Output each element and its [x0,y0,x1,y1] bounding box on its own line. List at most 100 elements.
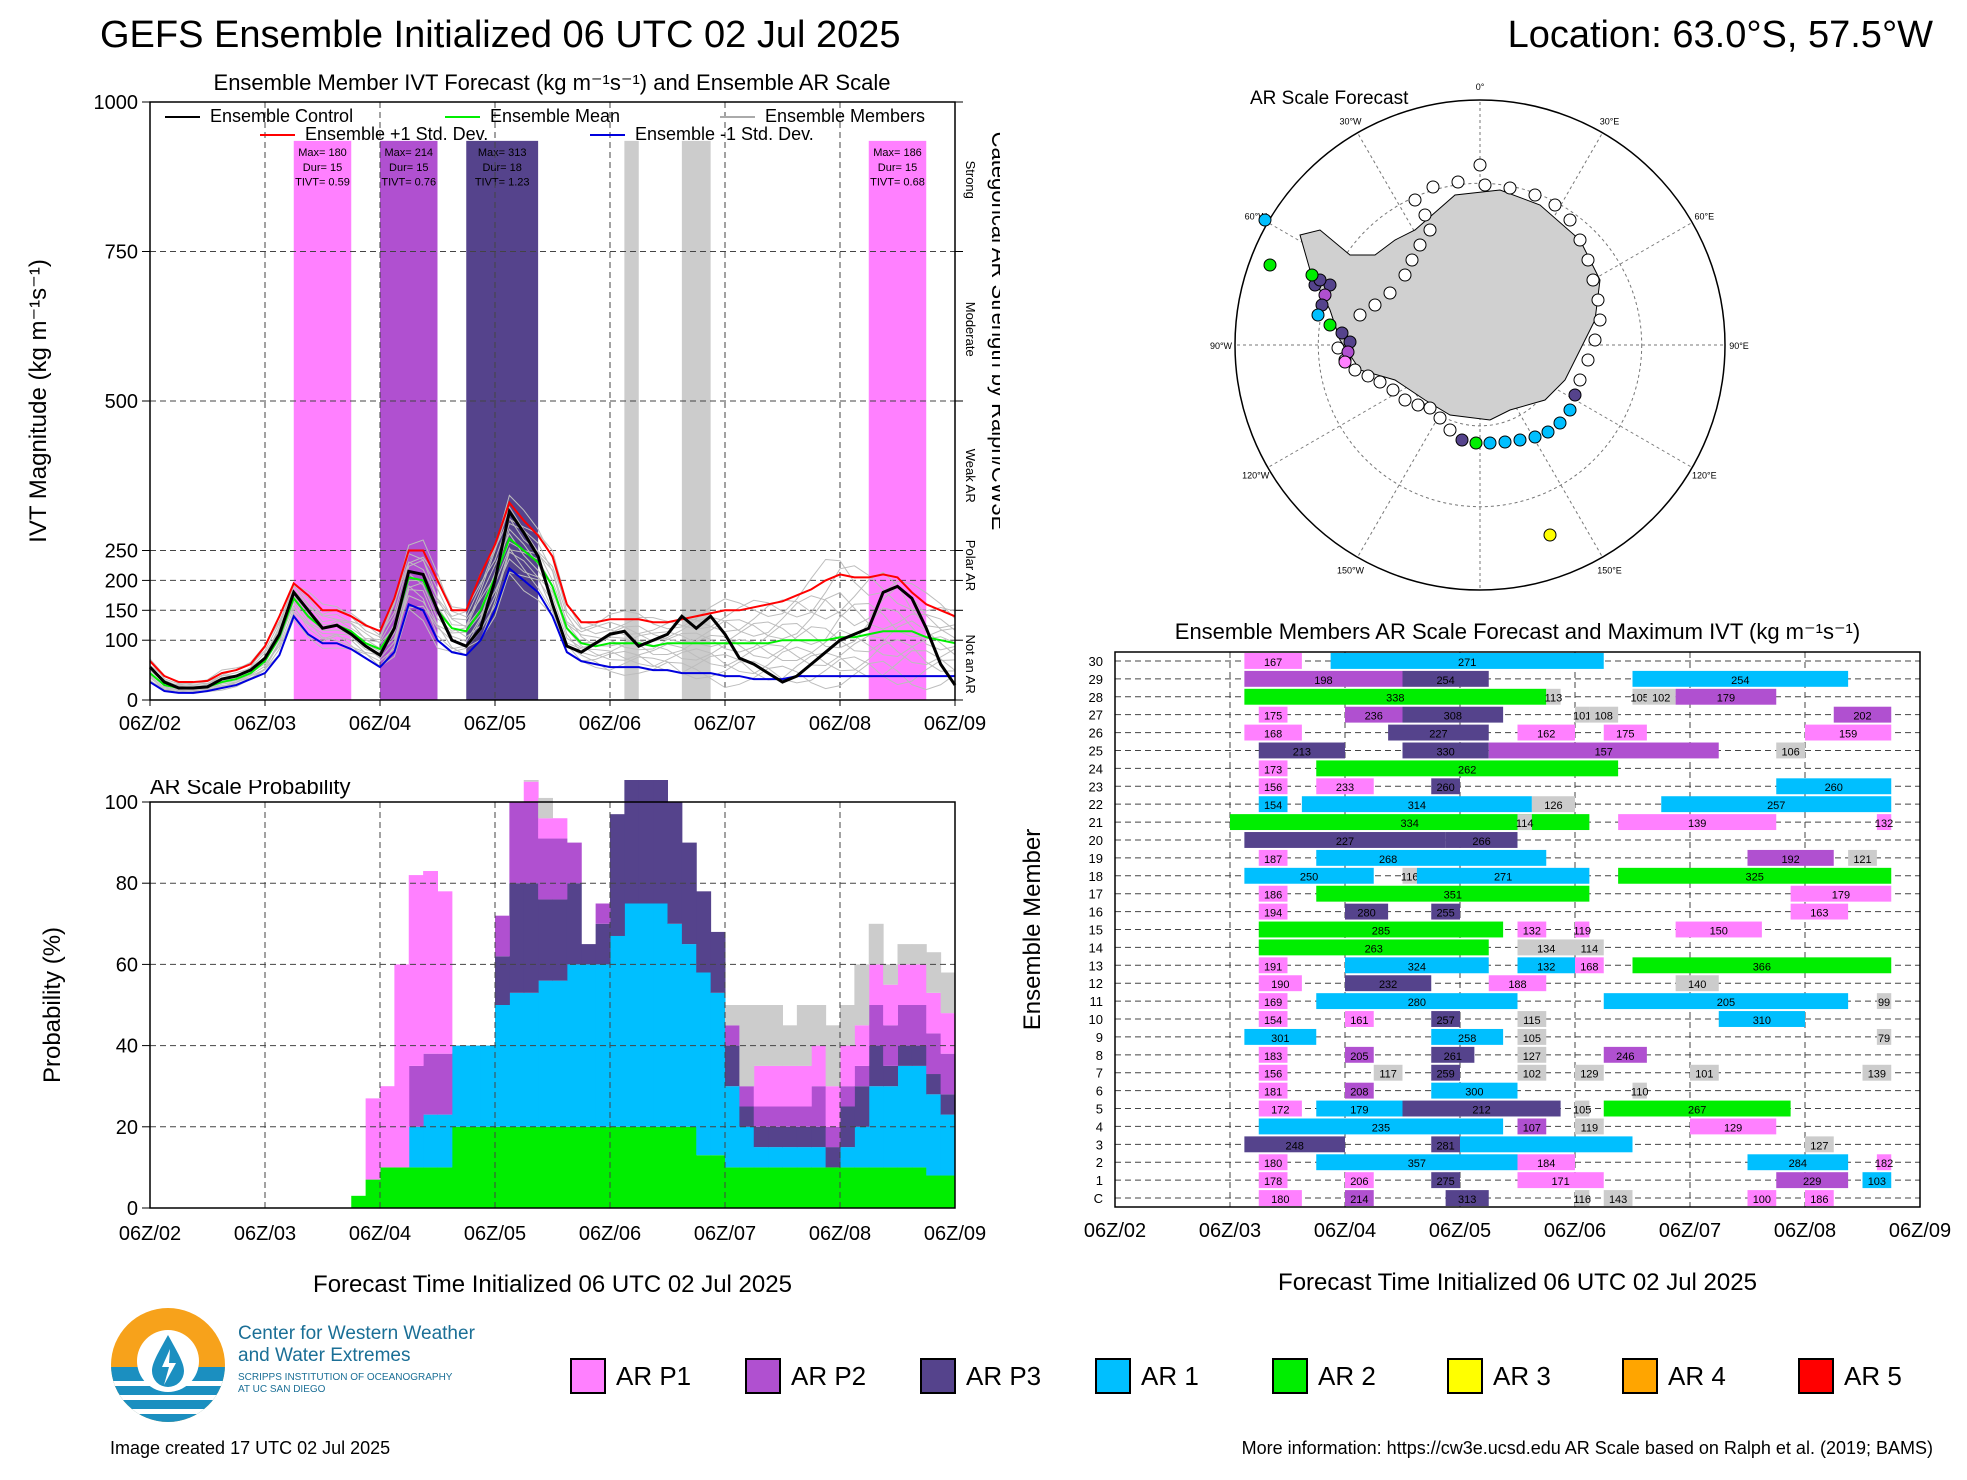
row-label: 6 [1096,1084,1103,1099]
x-tick-label: 06Z/08 [809,713,871,735]
ar-station-marker [1503,181,1517,195]
row-label: C [1094,1191,1103,1206]
legend-item-ar-p3: AR P3 [920,1358,1041,1394]
category-label: Weak AR [963,449,978,503]
ar-station-marker [1568,388,1582,402]
member-max-ivt: 366 [1753,961,1771,973]
ar-station-marker [1451,175,1465,189]
x-tick-label: 06Z/02 [119,1223,181,1245]
member-ar-event [1316,760,1619,777]
member-max-ivt: 212 [1472,1104,1490,1116]
prob-bar-ar-p1 [811,1045,827,1087]
logo-text: SCRIPPS INSTITUTION OF OCEANOGRAPHY [238,1372,453,1383]
prob-bar-ar-p2 [911,1005,927,1046]
member-max-ivt: 102 [1652,693,1670,705]
prob-bar-not-ar [739,1005,755,1087]
prob-bar-ar-2 [610,1126,625,1208]
member-ar-event [1258,1172,1288,1189]
meridian [1267,344,1481,468]
prob-bar-not-ar [811,1005,827,1046]
member-max-ivt: 188 [1508,979,1526,991]
member-max-ivt: 102 [1523,1069,1541,1081]
prob-bar-ar-p2 [566,842,582,884]
prob-bar-ar-p3 [566,883,582,965]
row-label: 11 [1090,994,1104,1009]
member-ar-event [1575,957,1604,974]
longitude-label: 30°W [1339,117,1362,127]
legend-label: Ensemble Members [765,106,925,126]
logo-text: AT UC SAN DIEGO [238,1384,326,1395]
prob-bar-ar-1 [681,944,697,1127]
prob-bar-not-ar [883,964,898,985]
member-ar-event [1646,688,1676,705]
member-ar-event [1345,1046,1374,1063]
y-tick-label: 750 [105,242,138,264]
member-max-ivt: 330 [1436,746,1454,758]
cw3e-logo [108,1305,228,1430]
prob-bar-not-ar [825,1025,841,1087]
prob-bar-ar-2 [782,1167,798,1208]
member-max-ivt: 162 [1537,729,1555,741]
member-max-ivt: 280 [1357,908,1375,920]
prob-bar-ar-1 [926,1094,942,1176]
row-label: 29 [1089,672,1103,687]
prob-bar-ar-2 [883,1167,898,1208]
member-max-ivt: 150 [1710,925,1728,937]
member-ar-event [1718,1011,1805,1027]
member-ar-event [1575,1064,1604,1081]
ar-station-marker [1311,308,1325,322]
prob-bar-ar-1 [782,1147,798,1168]
member-max-ivt: 191 [1264,961,1282,973]
member-ar-event [1876,993,1892,1010]
member-ar-event [1402,670,1489,687]
member-ar-event [1258,1064,1288,1081]
prob-bar-ar-2 [897,1167,913,1208]
member-max-ivt: 233 [1336,782,1354,794]
member-max-ivt: 105 [1523,1033,1541,1045]
member-ar-event [1345,1172,1374,1189]
member-ar-event [1661,796,1892,813]
member-max-ivt: 229 [1803,1176,1821,1188]
member-ar-event [1258,1154,1288,1171]
prob-bar-ar-1 [840,1147,855,1168]
x-tick-label: 06Z/07 [694,1223,756,1245]
member-ar-event [1833,706,1892,723]
prob-bar-ar-2 [408,1167,424,1208]
ar-station-marker [1398,268,1412,282]
member-max-ivt: 175 [1616,729,1634,741]
member-max-ivt: 140 [1688,979,1706,991]
member-max-ivt: 168 [1264,729,1282,741]
member-max-ivt: 205 [1350,1051,1368,1063]
member-ar-event [1517,1046,1547,1063]
chart-title: Ensemble Member IVT Forecast (kg m⁻¹s⁻¹)… [214,70,891,95]
member-ar-event [1517,1028,1547,1045]
ar-station-marker [1258,213,1272,227]
series-line-3 [149,566,955,694]
member-max-ivt: 168 [1580,961,1598,973]
plot-frame [1114,651,1921,1208]
member-max-ivt: 310 [1753,1015,1771,1027]
logo-text: Center for Western Weather [238,1323,475,1344]
member-max-ivt: 132 [1537,961,1555,973]
member-ar-event [1517,1064,1547,1081]
ar-period-dur: Dur= 15 [389,162,428,174]
member-ar-event [1575,1190,1590,1206]
prob-bar-ar-1 [509,992,525,1127]
prob-bar-ar-2 [394,1167,410,1208]
member-max-ivt: 351 [1444,890,1462,902]
member-max-ivt: 105 [1573,1104,1591,1116]
member-ar-event [1345,975,1432,992]
ar-period-tivt: TIVT= 0.59 [295,177,350,189]
row-label: 23 [1089,779,1103,794]
prob-bar-ar-2 [854,1167,870,1208]
prob-bar-not-ar [940,972,956,1014]
row-label: 10 [1089,1012,1103,1027]
member-ar-event [1244,688,1547,705]
prob-bar-ar-p2 [408,1065,424,1127]
series-line-0 [148,507,957,690]
legend-swatch [1622,1358,1658,1394]
member-ar-event [1258,1082,1288,1099]
x-tick-label: 06Z/05 [1429,1220,1491,1242]
x-axis-label: Forecast Time Initialized 06 UTC 02 Jul … [313,1271,792,1298]
member-ar-event [1675,975,1719,992]
